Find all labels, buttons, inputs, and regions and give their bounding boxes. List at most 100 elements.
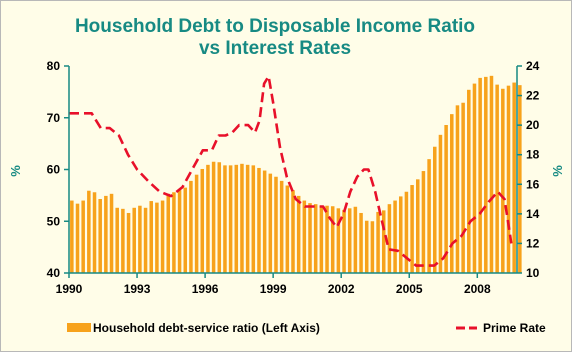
bar xyxy=(245,164,250,273)
y-tick-label-right: 16 xyxy=(526,177,540,191)
bar xyxy=(308,203,312,273)
y-tick-label-left: 50 xyxy=(47,214,61,228)
bar xyxy=(92,192,97,273)
bar xyxy=(149,201,153,273)
bar xyxy=(81,200,85,273)
bar xyxy=(228,165,233,273)
y-tick-label-left: 60 xyxy=(47,163,61,177)
bar xyxy=(279,180,284,273)
bar xyxy=(512,82,516,273)
tick-labels: 40 50 60 70 80 10 12 14 16 18 20 22 24 1990 1993 1996 19… xyxy=(47,59,540,296)
bar xyxy=(75,203,80,273)
bar xyxy=(98,199,102,273)
x-tick-label: 1993 xyxy=(124,282,151,296)
bar xyxy=(313,204,318,273)
bar xyxy=(404,191,409,273)
chart-title: Household Debt to Disposable Income Rati… xyxy=(75,16,475,37)
bar xyxy=(501,88,505,274)
bar xyxy=(109,193,114,273)
y-tick-label-left: 70 xyxy=(47,111,61,125)
bar xyxy=(155,202,159,273)
chart-subtitle: vs Interest Rates xyxy=(199,38,351,59)
bar xyxy=(189,180,193,273)
bar xyxy=(104,195,108,273)
bar xyxy=(450,114,454,273)
y-axis-label-left: % xyxy=(8,165,23,177)
bar xyxy=(319,205,324,273)
bar xyxy=(347,208,352,273)
bar xyxy=(132,207,136,273)
bar-series xyxy=(70,75,522,274)
bar xyxy=(421,171,426,273)
bar xyxy=(87,190,91,273)
y-tick-label-right: 20 xyxy=(526,118,540,132)
bar xyxy=(398,196,403,273)
bar xyxy=(296,195,301,273)
bar xyxy=(438,134,443,273)
y-tick-label-right: 14 xyxy=(526,207,540,221)
x-tick-label: 2005 xyxy=(396,282,423,296)
bar xyxy=(138,205,142,273)
bar xyxy=(183,187,188,273)
bar xyxy=(217,162,222,273)
bar xyxy=(330,206,335,273)
bar xyxy=(274,176,278,273)
bar xyxy=(444,125,448,273)
prime-rate-line xyxy=(69,75,513,267)
bar xyxy=(262,170,267,273)
bar xyxy=(467,89,471,273)
bar xyxy=(223,165,227,273)
bar xyxy=(325,205,329,273)
bar xyxy=(518,85,522,274)
bar xyxy=(364,220,369,273)
y-tick-label-right: 12 xyxy=(526,236,540,250)
bar xyxy=(285,185,290,273)
bar xyxy=(336,208,341,273)
bar xyxy=(495,84,499,273)
bar xyxy=(143,207,148,273)
y-axis-label-right: % xyxy=(550,165,565,177)
bar xyxy=(302,200,307,273)
bar xyxy=(121,208,125,273)
x-tick-label: 2002 xyxy=(328,282,355,296)
legend: Household debt-service ratio (Left Axis)… xyxy=(67,321,546,335)
y-tick-label-left: 40 xyxy=(47,266,61,280)
bar xyxy=(461,102,465,274)
y-tick-label-right: 10 xyxy=(526,266,540,280)
bar xyxy=(484,76,488,274)
bar xyxy=(240,163,244,273)
bar xyxy=(433,146,437,273)
x-tick-label: 1999 xyxy=(260,282,287,296)
bar xyxy=(410,185,414,273)
bar xyxy=(177,190,182,273)
bar xyxy=(455,105,460,273)
y-tick-label-right: 18 xyxy=(526,148,540,162)
y-tick-label-right: 24 xyxy=(526,59,540,73)
bar xyxy=(489,75,494,273)
bar xyxy=(160,200,165,273)
bar xyxy=(234,164,239,273)
x-tick-label: 1996 xyxy=(192,282,219,296)
bar xyxy=(370,221,375,273)
legend-label-line: Prime Rate xyxy=(483,321,546,335)
line-series xyxy=(69,75,513,267)
bar xyxy=(353,206,358,273)
bar xyxy=(393,200,397,273)
bar xyxy=(257,167,261,273)
bar xyxy=(251,165,256,273)
bar xyxy=(70,200,74,273)
axes xyxy=(64,65,522,278)
bar xyxy=(126,212,131,273)
legend-swatch-bars xyxy=(67,323,91,332)
legend-label-bars: Household debt-service ratio (Left Axis) xyxy=(93,321,320,335)
bar xyxy=(200,168,205,273)
y-tick-label-left: 80 xyxy=(47,59,61,73)
bar xyxy=(291,190,295,273)
x-tick-label: 1990 xyxy=(56,282,83,296)
bar xyxy=(472,83,477,273)
bar xyxy=(506,85,511,273)
bar xyxy=(381,210,386,273)
bar xyxy=(376,211,380,273)
